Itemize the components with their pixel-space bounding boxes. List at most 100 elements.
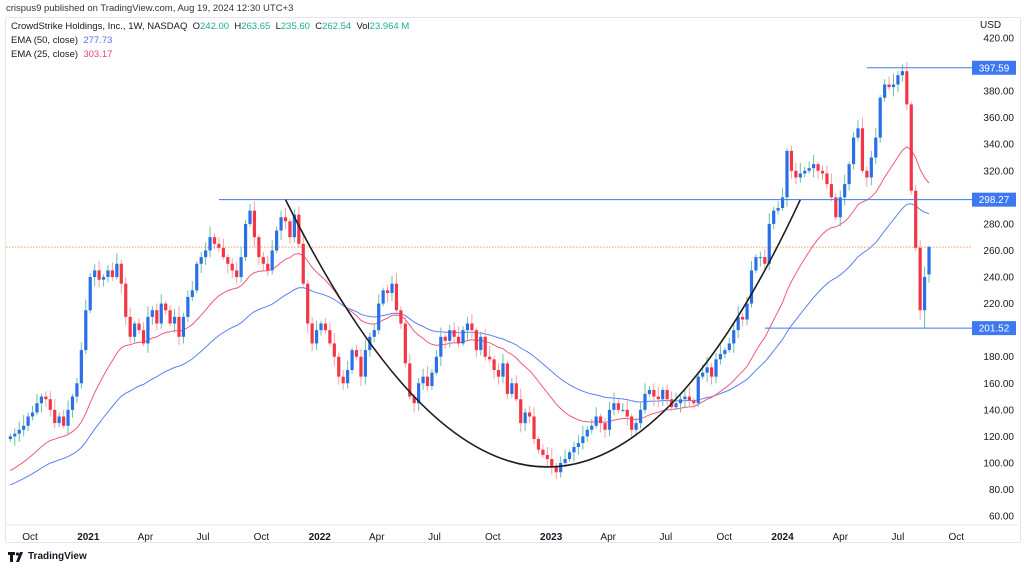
candle-down: [452, 330, 456, 337]
symbol-name[interactable]: CrowdStrike Holdings, Inc., 1W, NASDAQ: [11, 21, 188, 32]
candle-up: [891, 84, 896, 88]
y-tick-label: 180.00: [983, 352, 1014, 363]
candle-up: [57, 416, 61, 424]
candle-up: [70, 396, 75, 410]
y-tick-label: 60.00: [989, 512, 1014, 523]
ema50-line: [10, 203, 930, 486]
x-tick-label: Apr: [600, 532, 616, 543]
candle-up: [314, 330, 319, 344]
candle-down: [177, 316, 181, 337]
candle-up: [621, 409, 625, 411]
candle-up: [26, 416, 30, 426]
candle-up: [84, 310, 88, 351]
candle-up: [567, 452, 572, 459]
candle-up: [66, 409, 70, 426]
candle-down: [496, 370, 501, 377]
candle-down: [354, 350, 359, 357]
candle-down: [252, 210, 257, 238]
candle-up: [559, 462, 563, 473]
candle-up: [643, 393, 647, 410]
candle-up: [896, 75, 900, 85]
candle-up: [732, 330, 736, 344]
candle-down: [443, 336, 447, 341]
candle-up: [239, 257, 243, 278]
tradingview-logo[interactable]: TradingView: [8, 551, 87, 562]
cup-pattern-curve: [284, 199, 802, 468]
x-tick-label: Jul: [892, 532, 905, 543]
candle-down: [306, 283, 310, 324]
tradingview-logo-text: TradingView: [28, 551, 87, 562]
candle-down: [665, 389, 669, 400]
currency-label[interactable]: USD: [980, 20, 1002, 31]
candle-down: [44, 396, 48, 400]
ema50-legend-row[interactable]: EMA (50, close) 277.73: [11, 34, 409, 48]
candle-down: [550, 458, 554, 467]
candle-up: [479, 336, 483, 351]
open-label: O: [192, 21, 201, 32]
ema50-value: 277.73: [83, 35, 113, 46]
candle-up: [780, 197, 785, 208]
candle-down: [97, 270, 101, 280]
candle-up: [39, 396, 44, 404]
low-label: L: [275, 21, 281, 32]
candle-down: [155, 310, 159, 324]
candle-down: [905, 71, 909, 105]
candle-down: [310, 323, 314, 344]
price-level-badge: [972, 60, 1016, 75]
candle-up: [346, 370, 350, 384]
candle-down: [527, 412, 532, 417]
candle-up: [146, 316, 150, 344]
candle-down: [616, 403, 620, 410]
candle-up: [523, 412, 527, 424]
candle-down: [536, 439, 541, 450]
candle-up: [718, 354, 723, 360]
candle-down: [341, 376, 345, 384]
candle-up: [186, 296, 190, 317]
high-label: H: [234, 21, 242, 32]
y-tick-label: 160.00: [983, 379, 1014, 390]
candle-down: [337, 356, 341, 377]
candle-up: [638, 409, 643, 424]
high-value: 263.65: [241, 21, 271, 32]
candle-up: [723, 350, 727, 355]
candle-up: [749, 270, 754, 304]
candle-up: [133, 323, 137, 337]
y-tick-label: 240.00: [983, 273, 1014, 284]
candle-up: [243, 223, 248, 258]
candle-up: [363, 350, 367, 377]
price-level-badge: [972, 192, 1016, 207]
ema25-label: EMA (25, close): [11, 49, 79, 60]
x-tick-label: Jul: [428, 532, 441, 543]
x-tick-label: 2024: [771, 532, 794, 543]
candle-down: [794, 170, 798, 178]
candle-up: [590, 425, 594, 430]
candle-up: [377, 303, 381, 331]
candle-down: [257, 237, 261, 258]
ema25-legend-row[interactable]: EMA (25, close) 303.17: [11, 48, 409, 62]
candle-up: [292, 214, 296, 238]
candle-up: [22, 425, 26, 430]
candle-down: [217, 243, 221, 248]
candle-down: [630, 416, 634, 430]
candle-up: [607, 409, 612, 430]
candle-down: [385, 290, 390, 293]
candle-up: [612, 403, 616, 410]
candle-down: [709, 367, 714, 377]
candle-down: [541, 449, 545, 455]
candle-up: [647, 389, 652, 394]
candle-up: [696, 376, 700, 404]
candle-up: [847, 164, 851, 185]
candle-up: [581, 436, 585, 444]
candle-up: [851, 137, 856, 165]
x-tick-label: Oct: [716, 532, 732, 543]
price-level-label: 397.59: [979, 63, 1010, 74]
candle-up: [661, 389, 665, 400]
candle-down: [488, 356, 492, 360]
candle-down: [328, 330, 332, 344]
candle-up: [93, 270, 97, 278]
candle-up: [17, 429, 21, 434]
candle-up: [417, 383, 421, 404]
y-tick-label: 220.00: [983, 299, 1014, 310]
y-tick-label: 360.00: [983, 113, 1014, 124]
